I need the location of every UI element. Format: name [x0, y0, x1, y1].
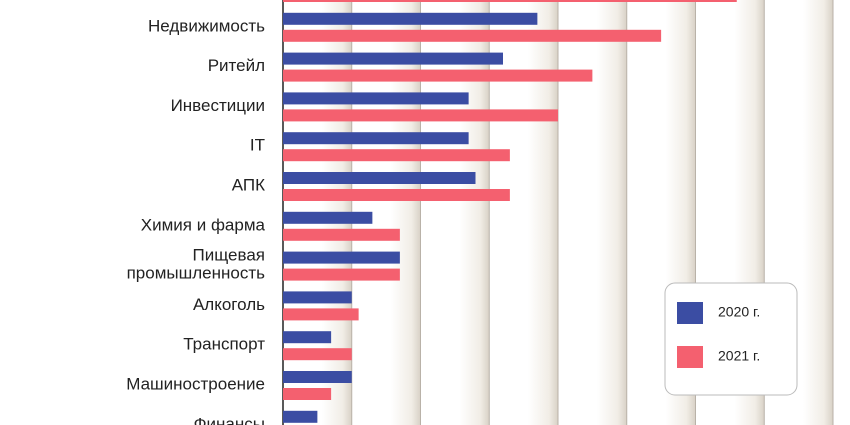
y-tick-label: Пищевая промышленность	[127, 246, 266, 283]
grid-band	[596, 0, 627, 425]
y-tick-label: IT	[250, 136, 265, 155]
legend-box	[664, 282, 798, 396]
y-tick-label: Химия и фарма	[141, 215, 266, 234]
y-tick-label: Алкоголь	[193, 295, 265, 314]
bar	[283, 410, 318, 423]
bar	[283, 29, 662, 42]
bar	[283, 291, 352, 304]
bar	[283, 371, 352, 383]
bar	[283, 92, 469, 105]
bar	[283, 228, 400, 241]
y-tick-label: Машиностроение	[126, 374, 265, 393]
bar	[283, 268, 400, 281]
bar	[283, 52, 503, 65]
grid-band	[803, 0, 833, 425]
y-tick-label: Ритейл	[208, 56, 265, 75]
grid-band	[528, 0, 558, 425]
bar	[283, 12, 538, 25]
bar	[283, 348, 352, 361]
bar	[283, 308, 359, 321]
bar	[283, 172, 476, 184]
legend: 2020 г. 2021 г.	[664, 282, 798, 396]
bar	[283, 331, 332, 344]
y-tick-label: Финансы	[194, 414, 265, 425]
legend-swatch	[677, 302, 703, 324]
bar	[283, 189, 510, 201]
bar	[283, 132, 469, 145]
bar	[283, 109, 558, 122]
y-tick-label: АПК	[232, 175, 265, 194]
bar	[283, 149, 510, 162]
bar	[283, 69, 593, 82]
bar	[283, 388, 332, 400]
legend-swatch	[677, 346, 703, 368]
legend-label: 2021 г.	[718, 348, 760, 364]
bar	[283, 0, 737, 2]
y-tick-label: Транспорт	[183, 335, 265, 354]
bar	[283, 251, 400, 264]
legend-label: 2020 г.	[718, 304, 760, 320]
y-tick-label: Недвижимость	[148, 16, 265, 35]
y-tick-label: Инвестиции	[171, 96, 265, 115]
bar	[283, 211, 373, 224]
